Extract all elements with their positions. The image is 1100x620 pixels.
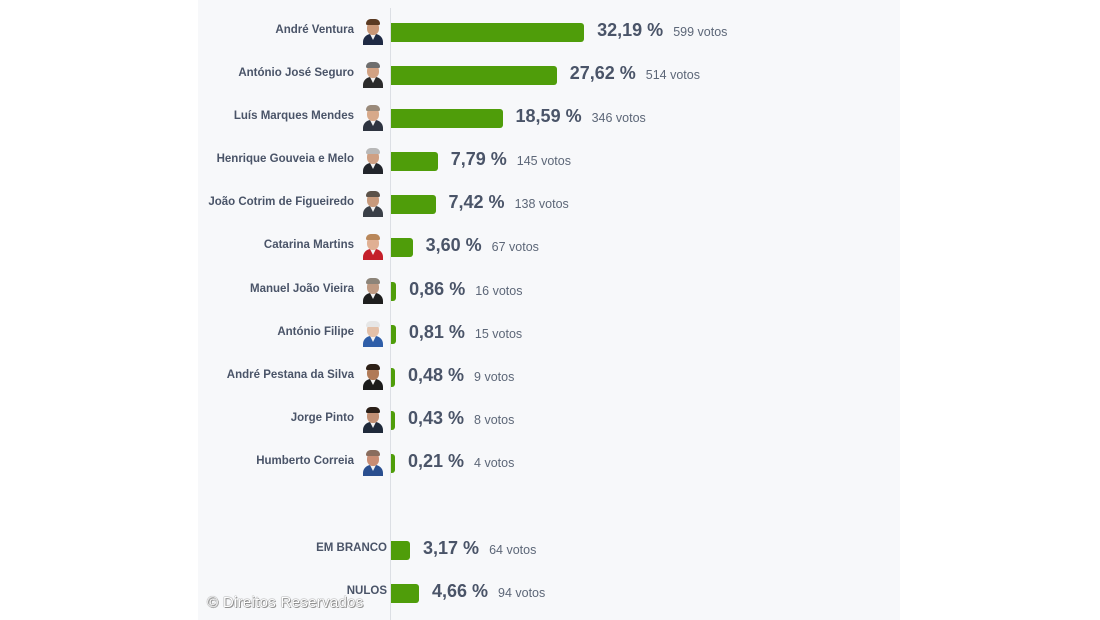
candidate-avatar-icon [362, 321, 384, 347]
votes-label: 94 votos [498, 586, 546, 600]
candidate-row: Henrique Gouveia e Melo 7,79 % 145 votos [198, 148, 900, 174]
votes-label: 599 votos [673, 25, 728, 39]
candidate-name: Manuel João Vieira [250, 283, 354, 295]
candidate-name: Jorge Pinto [290, 412, 354, 424]
percentage-label: 18,59 % [515, 106, 582, 126]
result-bar [391, 238, 413, 257]
percentage-label: 4,66 % [431, 581, 488, 601]
candidate-avatar-icon [362, 19, 384, 45]
candidate-name: Luís Marques Mendes [233, 110, 354, 122]
candidate-row: António José Seguro 27,62 % 514 votos [198, 62, 900, 88]
candidate-avatar-icon [362, 148, 384, 174]
candidate-row: André Pestana da Silva 0,48 % 9 votos [198, 364, 900, 390]
candidate-row: André Ventura 32,19 % 599 votos [198, 19, 900, 45]
votes-label: 4 votos [474, 456, 515, 470]
result-bar [391, 23, 585, 42]
chart-panel [198, 0, 900, 620]
candidate-row: Luís Marques Mendes 18,59 % 346 votos [198, 105, 900, 131]
candidate-avatar-icon [362, 407, 384, 433]
blank-votes-row: EM BRANCO 3,17 % 64 votos [198, 538, 900, 562]
votes-label: 138 votos [514, 197, 569, 211]
percentage-label: 32,19 % [597, 20, 664, 40]
candidate-avatar-icon [362, 234, 384, 260]
candidate-row: João Cotrim de Figueiredo 7,42 % 138 vot… [198, 191, 900, 217]
percentage-label: 0,43 % [408, 408, 465, 428]
candidate-avatar-icon [362, 278, 384, 304]
votes-label: 16 votos [475, 284, 523, 298]
candidate-avatar-icon [362, 105, 384, 131]
category-name: NULOS [346, 585, 387, 597]
copyright-watermark: © Direitos Reservados [207, 594, 364, 611]
percentage-label: 0,21 % [408, 451, 465, 471]
null-votes-row: NULOS 4,66 % 94 votos [198, 581, 900, 605]
percentage-label: 0,48 % [408, 365, 465, 385]
candidate-row: Manuel João Vieira 0,86 % 16 votos [198, 278, 900, 304]
percentage-label: 3,60 % [425, 235, 482, 255]
percentage-label: 7,42 % [448, 192, 505, 212]
votes-label: 15 votos [474, 327, 523, 341]
votes-label: 514 votos [645, 68, 700, 82]
candidate-avatar-icon [362, 62, 384, 88]
candidate-name: Henrique Gouveia e Melo [216, 153, 354, 165]
result-bar [391, 411, 395, 430]
candidate-avatar-icon [362, 450, 384, 476]
percentage-label: 7,79 % [450, 149, 507, 169]
candidate-avatar-icon [362, 364, 384, 390]
votes-label: 346 votos [591, 111, 646, 125]
result-bar [391, 195, 436, 214]
candidate-row: Catarina Martins 3,60 % 67 votos [198, 234, 900, 260]
candidate-name: André Pestana da Silva [226, 369, 354, 381]
result-bar [391, 66, 557, 85]
votes-label: 9 votos [474, 370, 515, 384]
candidate-name: Humberto Correia [256, 455, 354, 467]
percentage-label: 0,81 % [408, 322, 465, 342]
votes-label: 8 votos [474, 413, 515, 427]
result-bar [391, 325, 396, 344]
axis-line [390, 8, 391, 620]
result-bar [391, 541, 411, 560]
result-bar [391, 282, 397, 301]
result-bar [391, 584, 419, 603]
percentage-label: 27,62 % [569, 63, 636, 83]
votes-label: 145 votos [516, 154, 571, 168]
candidate-row: António Filipe 0,81 % 15 votos [198, 321, 900, 347]
candidate-row: Humberto Correia 0,21 % 4 votos [198, 450, 900, 476]
result-bar [391, 109, 503, 128]
candidate-row: Jorge Pinto 0,43 % 8 votos [198, 407, 900, 433]
category-name: EM BRANCO [316, 542, 387, 554]
votes-label: 64 votos [489, 543, 537, 557]
candidate-name: António Filipe [277, 326, 354, 338]
candidate-name: André Ventura [275, 24, 354, 36]
candidate-name: António José Seguro [238, 67, 354, 79]
candidate-avatar-icon [362, 191, 384, 217]
result-bar [391, 454, 395, 473]
percentage-label: 0,86 % [409, 279, 466, 299]
candidate-name: João Cotrim de Figueiredo [208, 196, 354, 208]
percentage-label: 3,17 % [423, 538, 480, 558]
result-bar [391, 152, 438, 171]
result-bar [391, 368, 395, 387]
votes-label: 67 votos [491, 240, 539, 254]
candidate-name: Catarina Martins [263, 239, 354, 251]
